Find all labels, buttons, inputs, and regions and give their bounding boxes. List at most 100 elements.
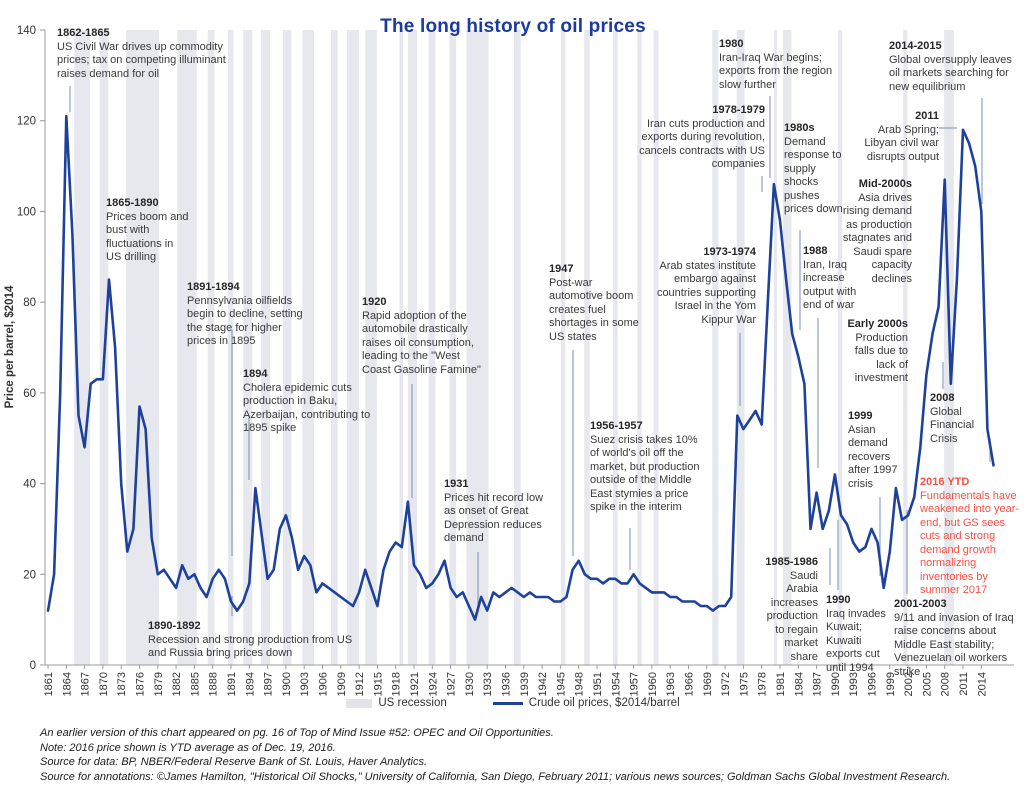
recession-band: [773, 30, 777, 665]
x-tick-label: 1960: [647, 672, 659, 696]
legend: US recession Crude oil prices, $2014/bar…: [0, 697, 1026, 709]
footnote-line: An earlier version of this chart appeare…: [40, 727, 554, 739]
recession-band: [346, 30, 360, 665]
x-tick-label: 1918: [391, 672, 403, 696]
footnote-line: Source for annotations: ©James Hamilton,…: [40, 770, 951, 783]
annotation-1862-1865: 1862-1865 US Civil War drives up commodit…: [57, 27, 245, 81]
annotation-1894: 1894 Cholera epidemic cuts production in …: [243, 368, 373, 436]
annotation-date: 1862-1865: [57, 27, 110, 39]
annotation-date: 1890-1892: [148, 620, 201, 632]
x-tick-label: 2011: [958, 672, 970, 696]
x-tick-label: 1891: [226, 672, 238, 696]
annotation-date: 1894: [243, 368, 268, 380]
annotation-text: Iran-Iraq War begins; exports from the r…: [719, 51, 833, 91]
x-tick-label: 1930: [464, 672, 476, 696]
annotation-1973-1974: 1973-1974 Arab states institute embargo a…: [650, 246, 756, 327]
recession-band: [302, 30, 314, 665]
recession-band: [407, 30, 417, 665]
x-tick-label: 1963: [665, 672, 677, 696]
annotation-date: 1978-1979: [712, 104, 765, 116]
x-tick-label: 1894: [244, 672, 256, 696]
annotation-date: 1947: [549, 263, 574, 275]
annotation-text: Iran cuts production and exports during …: [639, 117, 765, 171]
recession-band: [74, 30, 91, 665]
annotation-text: Global Financial Crisis: [930, 405, 975, 445]
annotation-date: 2001-2003: [894, 598, 947, 610]
x-tick-label: 1876: [135, 672, 147, 696]
price-line-swatch: [492, 701, 523, 705]
annotation-1865-1890: 1865-1890 Prices boom and bust with fluct…: [106, 197, 190, 265]
annotation-text: Production falls due to lack of investme…: [854, 331, 908, 385]
x-tick-label: 1870: [98, 672, 110, 696]
axis-layer: 0 20 40 60 80 100 120 140 1861 1864 1867 1870 1873 18…: [17, 25, 1014, 696]
annotation-leader-lines-layer: [69, 86, 991, 616]
annotation-date: 1980s: [784, 122, 815, 134]
annotation-2011: 2011 Arab Spring; Libyan civil war disrup…: [854, 110, 939, 164]
y-tick-label: 120: [17, 116, 36, 128]
recession-band: [428, 30, 436, 665]
recession-band: [227, 30, 234, 665]
recession-band: [243, 30, 253, 665]
recession-band: [177, 30, 197, 665]
footnote-line: Source for data: BP, NBER/Federal Reserv…: [40, 756, 428, 768]
annotation-mid-2000s: Mid-2000s Asia drives rising demand as pr…: [836, 178, 912, 286]
annotation-text: Asia drives rising demand as production …: [842, 191, 912, 285]
x-tick-label: 1951: [592, 672, 604, 696]
annotation-1978-1979: 1978-1979 Iran cuts production and export…: [633, 104, 765, 172]
legend-label-price-line: Crude oil prices, $2014/barrel: [528, 697, 680, 709]
annotation-1999: 1999 Asian demand recovers after 1997 cri…: [848, 410, 908, 491]
recession-band: [282, 30, 292, 665]
x-tick-label: 1936: [501, 672, 513, 696]
x-tick-label: 1906: [318, 672, 330, 696]
annotation-date: 1865-1890: [106, 197, 159, 209]
annotation-date: 1988: [803, 245, 828, 257]
annotation-date: 1990: [826, 594, 851, 606]
recession-band: [514, 30, 521, 665]
annotation-1988: 1988 Iran, Iraq increase output with end …: [803, 245, 871, 313]
price-line: [46, 114, 995, 621]
annotation-date: 1999: [848, 410, 873, 422]
annotation-date: 1956-1957: [590, 420, 643, 432]
annotation-date: Early 2000s: [847, 318, 908, 330]
recession-band: [561, 30, 566, 665]
recession-band: [903, 30, 908, 665]
x-tick-label: 1867: [80, 672, 92, 696]
annotation-1931: 1931 Prices hit record low as onset of Gr…: [444, 478, 556, 546]
annotation-2016-ytd: 2016 YTD Fundamentals have weakened into …: [920, 476, 1022, 598]
recession-swatch: [346, 698, 373, 708]
x-tick-label: 1900: [281, 672, 293, 696]
x-tick-label: 1957: [629, 672, 641, 696]
x-tick-label: 1897: [263, 672, 275, 696]
x-tick-label: 2005: [921, 672, 933, 696]
recession-band: [637, 30, 642, 665]
x-tick-label: 1885: [189, 672, 201, 696]
annotation-text: Fundamentals have weakened into year-end…: [920, 489, 1020, 597]
x-tick-label: 1984: [793, 672, 805, 696]
recession-band: [260, 30, 270, 665]
recession-band: [331, 30, 338, 665]
annotation-1985-1986: 1985-1986 Saudi Arabia increases producti…: [758, 556, 818, 664]
annotation-text: Pennsylvania oilfields begin to decline,…: [187, 294, 303, 348]
annotation-1980s: 1980s Demand response to supply shocks pu…: [784, 122, 844, 217]
x-tick-label: 1981: [775, 672, 787, 696]
x-tick-label: 1990: [830, 672, 842, 696]
y-tick-label: 60: [23, 388, 36, 400]
annotation-1920: 1920 Rapid adoption of the automobile dra…: [362, 296, 490, 377]
x-tick-label: 1942: [537, 672, 549, 696]
annotation-text: Recession and strong production from US …: [148, 633, 353, 660]
annotation-2001-2003: 2001-2003 9/11 and invasion of Iraq raise…: [894, 598, 1026, 679]
annotation-text: 9/11 and invasion of Iraq raise concerns…: [894, 611, 1014, 678]
annotation-date: 2008: [930, 392, 955, 404]
x-tick-label: 1975: [738, 672, 750, 696]
annotation-date: 1985-1986: [765, 556, 818, 568]
footnote-line: Note: 2016 price shown is YTD average as…: [40, 741, 336, 754]
x-tick-label: 1945: [555, 672, 567, 696]
recession-band: [584, 30, 590, 665]
x-tick-label: 1969: [702, 672, 714, 696]
annotation-1890-1892: 1890-1892 Recession and strong production…: [148, 620, 362, 661]
annotation-text: Arab states institute embargo against co…: [656, 259, 756, 326]
x-tick-label: 1882: [171, 672, 183, 696]
recession-band: [449, 30, 457, 665]
y-tick-label: 0: [30, 660, 36, 672]
